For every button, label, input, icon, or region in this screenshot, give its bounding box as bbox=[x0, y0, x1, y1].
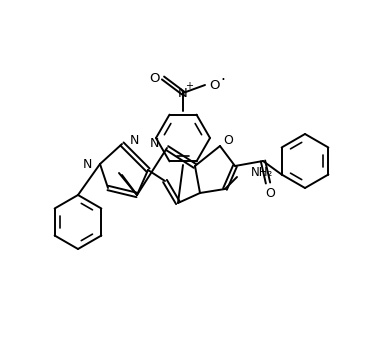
Text: O: O bbox=[223, 133, 233, 147]
Text: N: N bbox=[150, 137, 159, 150]
Text: NH₂: NH₂ bbox=[251, 165, 273, 179]
Text: O: O bbox=[265, 186, 275, 200]
Text: O: O bbox=[210, 78, 220, 92]
Text: O: O bbox=[150, 72, 160, 85]
Text: ·: · bbox=[221, 73, 225, 87]
Text: +: + bbox=[185, 81, 193, 91]
Text: N: N bbox=[178, 86, 188, 99]
Text: N: N bbox=[130, 133, 140, 147]
Text: N: N bbox=[83, 158, 92, 171]
